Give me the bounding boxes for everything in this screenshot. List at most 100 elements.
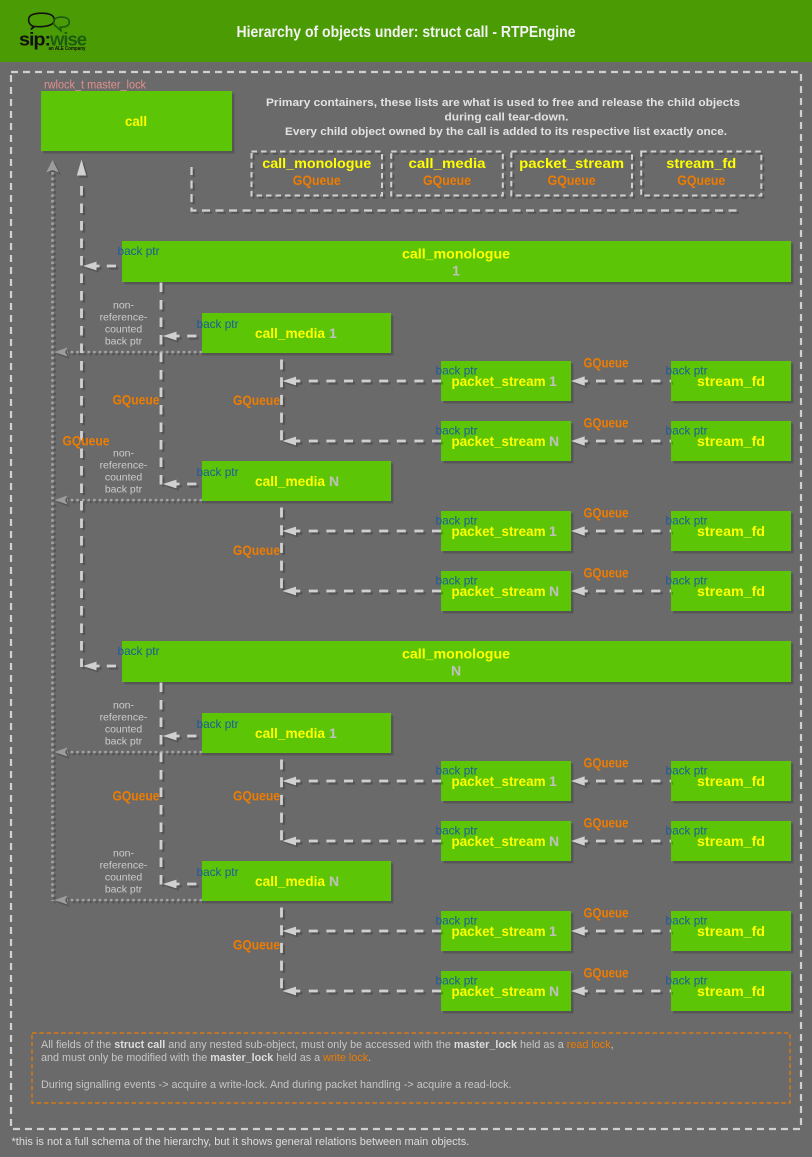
svg-text:reference-: reference- [100,312,148,324]
svg-text:GQueue: GQueue [293,173,341,188]
svg-text:N: N [329,473,339,489]
svg-text:back ptr: back ptr [436,574,478,588]
svg-text:back ptr: back ptr [105,484,143,496]
svg-text:counted: counted [105,472,143,484]
svg-text:back ptr: back ptr [197,865,239,879]
svg-text:GQueue: GQueue [584,356,629,371]
svg-text:back ptr: back ptr [436,364,478,378]
svg-text:stream_fd: stream_fd [697,373,765,389]
svg-text:stream_fd: stream_fd [697,773,765,789]
svg-text:GQueue: GQueue [113,789,160,804]
svg-text:packet_stream: packet_stream [452,433,546,449]
svg-text:back ptr: back ptr [666,824,708,838]
svg-text:call_monologue: call_monologue [402,246,510,262]
svg-text:sip:: sip: [19,29,50,50]
svg-text:stream_fd: stream_fd [697,923,765,939]
svg-text:GQueue: GQueue [233,543,280,558]
svg-text:Hierarchy of objects under: st: Hierarchy of objects under: struct call … [237,24,576,41]
svg-text:back ptr: back ptr [118,244,160,258]
svg-text:1: 1 [549,773,557,789]
svg-text:1: 1 [549,373,557,389]
svg-text:non-: non- [113,848,135,860]
svg-text:GQueue: GQueue [584,566,629,581]
svg-text:back ptr: back ptr [666,914,708,928]
svg-text:back ptr: back ptr [436,764,478,778]
svg-text:back ptr: back ptr [197,317,239,331]
svg-text:wise: wise [49,29,87,50]
svg-text:GQueue: GQueue [113,393,160,408]
svg-text:packet_stream: packet_stream [452,923,546,939]
svg-text:During signalling events -> ac: During signalling events -> acquire a wr… [41,1079,512,1091]
svg-text:back ptr: back ptr [436,514,478,528]
svg-text:back ptr: back ptr [666,974,708,988]
svg-text:packet_stream: packet_stream [519,156,624,171]
svg-text:call_monologue: call_monologue [262,156,372,171]
svg-text:1: 1 [452,263,460,279]
svg-text:GQueue: GQueue [584,966,629,981]
svg-text:rwlock_t master_lock: rwlock_t master_lock [44,80,146,92]
svg-text:during call tear-down.: during call tear-down. [445,112,569,124]
svg-text:packet_stream: packet_stream [452,523,546,539]
svg-text:GQueue: GQueue [677,173,725,188]
svg-text:back ptr: back ptr [436,424,478,438]
svg-text:non-: non- [113,300,135,312]
svg-text:stream_fd: stream_fd [697,583,765,599]
svg-text:call_media: call_media [409,156,487,171]
svg-text:back ptr: back ptr [197,717,239,731]
svg-text:GQueue: GQueue [233,789,280,804]
svg-text:packet_stream: packet_stream [452,583,546,599]
svg-text:N: N [549,433,559,449]
svg-text:back ptr: back ptr [118,644,160,658]
svg-text:packet_stream: packet_stream [452,773,546,789]
svg-text:and must only be modified with: and must only be modified with the maste… [41,1052,371,1064]
svg-text:GQueue: GQueue [233,393,280,408]
svg-text:back ptr: back ptr [436,974,478,988]
svg-text:reference-: reference- [100,860,148,872]
svg-text:back ptr: back ptr [666,364,708,378]
svg-text:stream_fd: stream_fd [666,156,736,171]
svg-text:back ptr: back ptr [436,914,478,928]
svg-text:N: N [549,833,559,849]
svg-text:counted: counted [105,324,143,336]
svg-text:call_media: call_media [255,473,325,489]
svg-text:back ptr: back ptr [105,884,143,896]
svg-text:call_monologue: call_monologue [402,646,510,662]
svg-text:back ptr: back ptr [197,465,239,479]
svg-text:non-: non- [113,448,135,460]
svg-text:call_media: call_media [255,725,325,741]
svg-text:packet_stream: packet_stream [452,833,546,849]
svg-text:Primary containers, these list: Primary containers, these lists are what… [266,97,740,109]
svg-text:call_media: call_media [255,325,325,341]
svg-text:1: 1 [329,325,337,341]
svg-text:GQueue: GQueue [63,434,110,449]
svg-text:GQueue: GQueue [233,938,280,953]
svg-text:stream_fd: stream_fd [697,433,765,449]
svg-text:non-: non- [113,700,135,712]
svg-text:Every child object owned by th: Every child object owned by the call is … [285,126,727,138]
svg-text:back ptr: back ptr [666,424,708,438]
svg-text:back ptr: back ptr [666,574,708,588]
svg-text:1: 1 [549,523,557,539]
svg-text:back ptr: back ptr [666,764,708,778]
svg-text:N: N [451,663,461,679]
svg-text:packet_stream: packet_stream [452,983,546,999]
svg-text:back ptr: back ptr [666,514,708,528]
svg-text:GQueue: GQueue [548,173,596,188]
svg-text:back ptr: back ptr [436,824,478,838]
svg-text:GQueue: GQueue [584,906,629,921]
svg-text:counted: counted [105,724,143,736]
svg-text:1: 1 [549,923,557,939]
svg-text:back ptr: back ptr [105,336,143,348]
svg-text:GQueue: GQueue [584,416,629,431]
svg-text:N: N [329,873,339,889]
svg-text:stream_fd: stream_fd [697,523,765,539]
svg-text:*this is not a full schema of: *this is not a full schema of the hierar… [12,1136,470,1148]
svg-text:stream_fd: stream_fd [697,833,765,849]
svg-text:GQueue: GQueue [584,816,629,831]
svg-text:GQueue: GQueue [584,756,629,771]
svg-text:call_media: call_media [255,873,325,889]
svg-text:reference-: reference- [100,460,148,472]
svg-text:counted: counted [105,872,143,884]
svg-text:N: N [549,583,559,599]
svg-text:All fields of the struct call: All fields of the struct call and any ne… [41,1039,614,1051]
